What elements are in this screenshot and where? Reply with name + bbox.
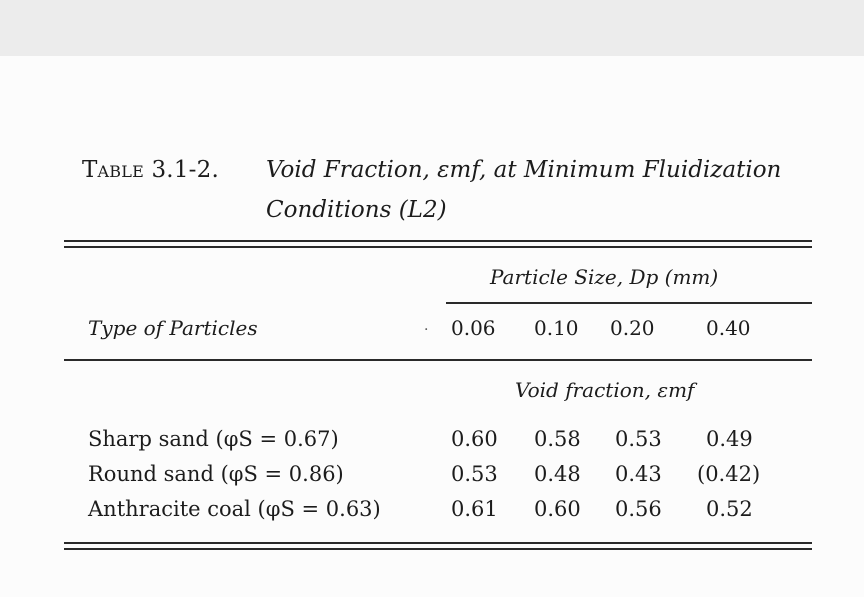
- bottom-rule-1: [64, 542, 812, 544]
- cell-round-sand-0.10: 0.48: [534, 462, 581, 486]
- group-header-rule: [446, 302, 812, 304]
- row-label-round-sand: Round sand (φS = 0.86): [88, 462, 344, 486]
- row-label-sharp-sand: Sharp sand (φS = 0.67): [88, 427, 339, 451]
- cell-anthracite-coal-0.40: 0.52: [706, 497, 753, 521]
- bottom-rule-2: [64, 548, 812, 550]
- type-of-particles-header: Type of Particles: [88, 316, 258, 340]
- top-bar: [0, 0, 864, 56]
- cell-sharp-sand-0.06: 0.60: [451, 427, 498, 451]
- top-rule-2: [64, 246, 812, 248]
- cell-sharp-sand-0.10: 0.58: [534, 427, 581, 451]
- column-header-1: 0.06: [451, 316, 496, 340]
- stray-mark: ·: [424, 322, 429, 338]
- cell-anthracite-coal-0.06: 0.61: [451, 497, 498, 521]
- cell-round-sand-0.20: 0.43: [615, 462, 662, 486]
- column-header-3: 0.20: [610, 316, 655, 340]
- column-header-4: 0.40: [706, 316, 751, 340]
- header-bottom-rule: [64, 359, 812, 361]
- table-title-line-2: Conditions (L2): [266, 197, 447, 223]
- column-header-2: 0.10: [534, 316, 579, 340]
- top-rule-1: [64, 240, 812, 242]
- cell-round-sand-0.06: 0.53: [451, 462, 498, 486]
- table-title-line-1: Void Fraction, εmf, at Minimum Fluidizat…: [266, 157, 782, 183]
- particle-size-header: Particle Size, Dp (mm): [490, 265, 719, 289]
- cell-sharp-sand-0.40: 0.49: [706, 427, 753, 451]
- table-label: Table 3.1-2.: [82, 157, 219, 183]
- cell-anthracite-coal-0.20: 0.56: [615, 497, 662, 521]
- cell-round-sand-0.40: (0.42): [697, 462, 761, 486]
- cell-sharp-sand-0.20: 0.53: [615, 427, 662, 451]
- void-fraction-subheader: Void fraction, εmf: [515, 378, 695, 402]
- row-label-anthracite-coal: Anthracite coal (φS = 0.63): [88, 497, 381, 521]
- cell-anthracite-coal-0.10: 0.60: [534, 497, 581, 521]
- document-page: [0, 56, 864, 597]
